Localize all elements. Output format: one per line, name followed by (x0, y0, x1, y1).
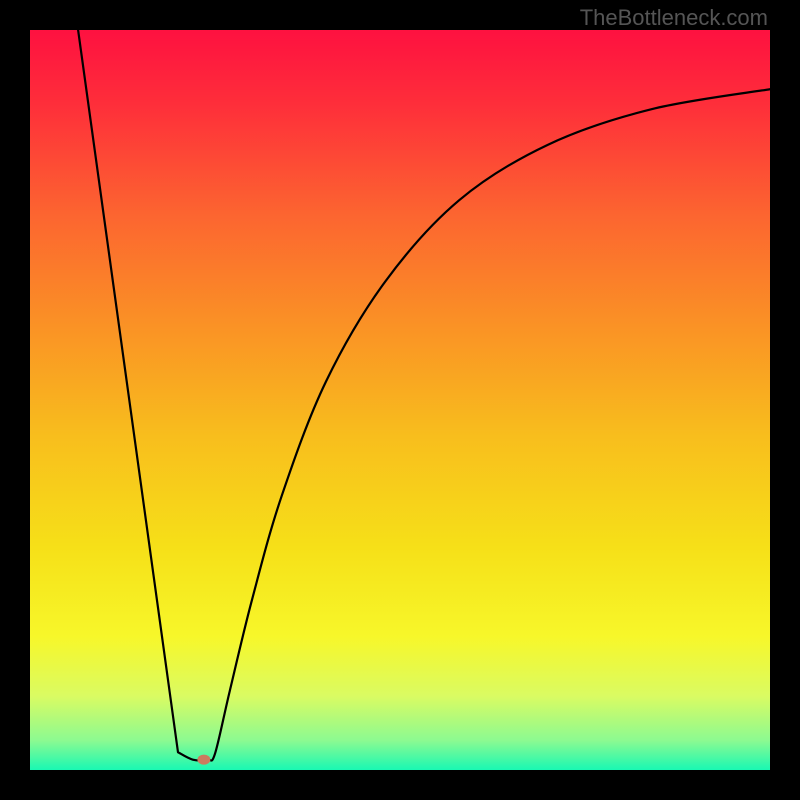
chart-frame: TheBottleneck.com (0, 0, 800, 800)
minimum-marker-icon (198, 755, 210, 764)
plot-area (30, 30, 770, 770)
watermark-text: TheBottleneck.com (580, 5, 768, 31)
bottleneck-curve (78, 30, 770, 761)
chart-svg (30, 30, 770, 770)
